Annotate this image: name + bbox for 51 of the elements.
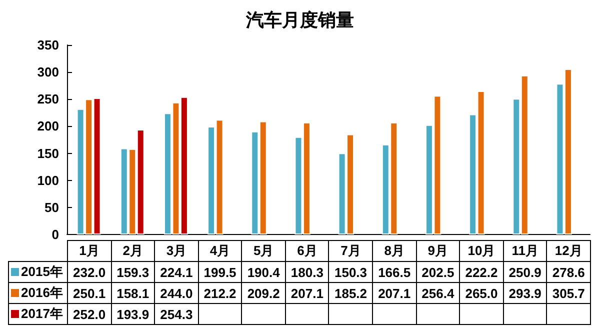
data-label: 199.5 bbox=[198, 262, 242, 282]
x-tick-label: 3月 bbox=[154, 240, 198, 262]
y-tick-label: 250 bbox=[37, 92, 59, 107]
data-label: 254.3 bbox=[154, 304, 198, 324]
x-tick-label: 5月 bbox=[242, 240, 286, 262]
data-label: 265.0 bbox=[460, 282, 504, 304]
data-label: 293.9 bbox=[503, 282, 547, 304]
chart-title: 汽车月度销量 bbox=[245, 10, 354, 30]
y-tick-label: 100 bbox=[37, 172, 59, 188]
x-tick-label: 2月 bbox=[111, 240, 155, 262]
data-label: 207.1 bbox=[285, 282, 329, 304]
data-label: 150.3 bbox=[328, 262, 373, 282]
legend-label: 2015年 bbox=[8, 262, 68, 282]
x-tick-label: 12月 bbox=[546, 240, 590, 262]
legend-label: 2017年 bbox=[8, 304, 68, 324]
data-label: 209.2 bbox=[242, 282, 286, 304]
data-label: 190.4 bbox=[242, 262, 286, 282]
data-label: 224.1 bbox=[154, 262, 198, 282]
data-label: 278.6 bbox=[546, 262, 590, 282]
data-label: 250.1 bbox=[68, 282, 112, 304]
data-label: 202.5 bbox=[416, 262, 460, 282]
data-label: 180.3 bbox=[285, 262, 329, 282]
x-tick-label: 6月 bbox=[285, 240, 329, 262]
x-tick-label: 8月 bbox=[372, 240, 416, 262]
y-tick-label: 150 bbox=[37, 146, 59, 161]
data-label: 207.1 bbox=[372, 282, 416, 304]
x-tick-label: 7月 bbox=[328, 240, 373, 262]
y-tick-label: 50 bbox=[44, 200, 59, 215]
data-label: 232.0 bbox=[68, 262, 112, 282]
y-tick-label: 350 bbox=[37, 38, 59, 52]
data-label: 193.9 bbox=[111, 304, 155, 324]
y-tick-label: 300 bbox=[37, 64, 59, 80]
data-label: 166.5 bbox=[372, 262, 416, 282]
data-label: 159.3 bbox=[111, 262, 155, 282]
data-label: 252.0 bbox=[68, 304, 112, 324]
y-tick-label: 200 bbox=[37, 118, 59, 134]
data-label: 250.9 bbox=[503, 262, 547, 282]
x-tick-label: 1月 bbox=[68, 240, 112, 262]
x-tick-label: 10月 bbox=[460, 240, 504, 262]
data-label: 244.0 bbox=[154, 282, 198, 304]
legend-label: 2016年 bbox=[8, 282, 68, 304]
data-label: 158.1 bbox=[111, 282, 155, 304]
x-tick-label: 11月 bbox=[503, 240, 547, 262]
data-label: 212.2 bbox=[198, 282, 242, 304]
data-label: 305.7 bbox=[546, 282, 590, 304]
y-tick-label: 0 bbox=[52, 227, 59, 242]
data-label: 185.2 bbox=[328, 282, 373, 304]
data-label: 256.4 bbox=[416, 282, 460, 304]
x-tick-label: 4月 bbox=[198, 240, 242, 262]
data-label: 222.2 bbox=[460, 262, 504, 282]
x-tick-label: 9月 bbox=[416, 240, 460, 262]
